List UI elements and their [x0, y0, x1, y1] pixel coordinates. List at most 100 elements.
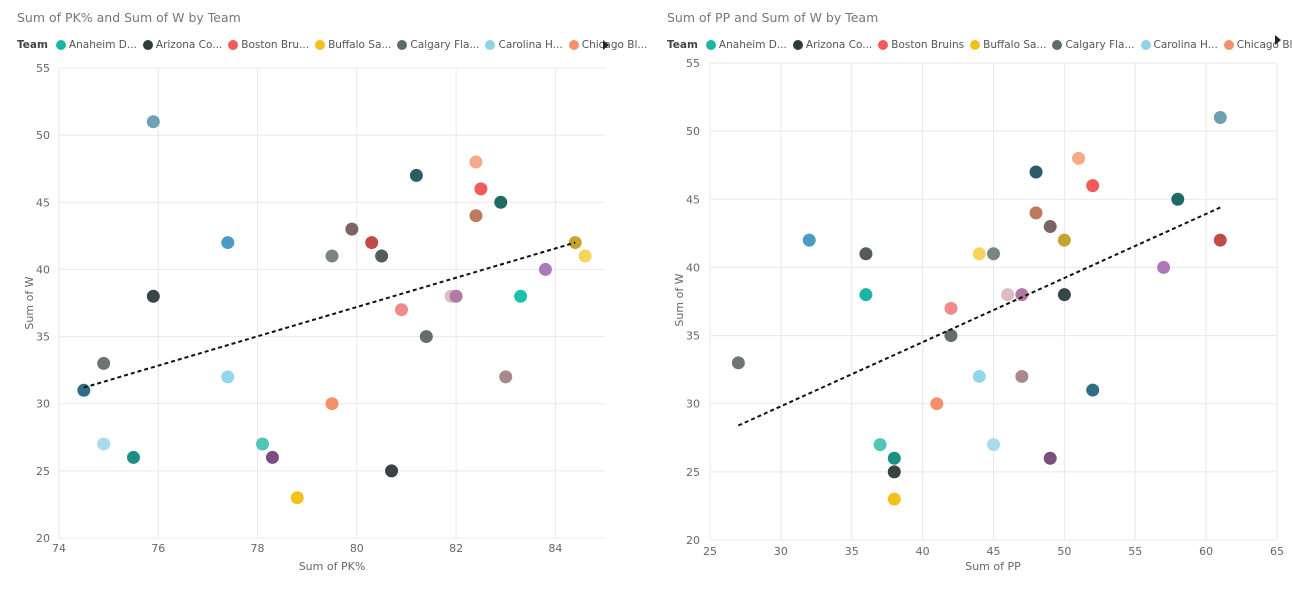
- y-tick-label: 55: [36, 62, 50, 75]
- data-point[interactable]: [1043, 220, 1057, 234]
- data-point[interactable]: [97, 356, 111, 370]
- data-point[interactable]: [1171, 192, 1185, 206]
- data-point[interactable]: [1072, 151, 1086, 165]
- data-point[interactable]: [1001, 288, 1015, 302]
- data-point[interactable]: [394, 303, 408, 317]
- data-point[interactable]: [887, 465, 901, 479]
- legend-item-label: Calgary Fla...: [410, 39, 480, 51]
- data-point[interactable]: [944, 301, 958, 315]
- legend-item-label: Anaheim D...: [718, 39, 787, 51]
- data-point[interactable]: [449, 289, 463, 303]
- data-point[interactable]: [1057, 288, 1071, 302]
- data-point[interactable]: [77, 383, 91, 397]
- data-point[interactable]: [972, 247, 986, 261]
- data-point[interactable]: [499, 370, 513, 384]
- data-point[interactable]: [987, 438, 1000, 452]
- legend-item[interactable]: Calgary Fla...: [397, 39, 479, 51]
- data-point[interactable]: [146, 115, 160, 129]
- legend-item[interactable]: Anaheim D...: [705, 39, 787, 51]
- legend-next-arrow-icon[interactable]: [603, 40, 609, 50]
- data-point[interactable]: [1213, 111, 1227, 125]
- y-tick-label: 20: [36, 532, 50, 545]
- x-tick-label: 82: [449, 542, 463, 555]
- data-point[interactable]: [873, 438, 887, 452]
- chart-title: Sum of PP and Sum of W by Team: [667, 10, 879, 25]
- y-axis-label: Sum of W: [673, 273, 686, 326]
- x-tick-label: 65: [1270, 545, 1284, 558]
- data-point[interactable]: [1029, 165, 1043, 179]
- x-tick-label: 40: [916, 545, 930, 558]
- data-point[interactable]: [514, 289, 528, 303]
- legend-item[interactable]: Carolina H...: [485, 39, 563, 51]
- data-point[interactable]: [494, 195, 508, 209]
- data-point[interactable]: [97, 437, 111, 451]
- legend-item[interactable]: Buffalo Sa...: [970, 39, 1046, 51]
- data-point[interactable]: [1043, 451, 1057, 465]
- data-point[interactable]: [290, 491, 304, 505]
- data-point[interactable]: [469, 155, 483, 169]
- data-point[interactable]: [146, 289, 160, 303]
- data-point[interactable]: [802, 233, 816, 247]
- data-point[interactable]: [859, 288, 873, 302]
- data-point[interactable]: [385, 464, 399, 478]
- data-point[interactable]: [887, 492, 901, 506]
- data-point[interactable]: [409, 168, 423, 182]
- chart-title: Sum of PK% and Sum of W by Team: [17, 10, 241, 25]
- legend-item[interactable]: Calgary Fla...: [1052, 39, 1135, 51]
- data-point[interactable]: [126, 450, 140, 464]
- legend-item[interactable]: Arizona Co...: [142, 39, 222, 51]
- chart-panel-pp: Sum of PP and Sum of W by Team Team Anah…: [650, 0, 1292, 600]
- legend-item[interactable]: Chicago Bl...: [568, 39, 647, 51]
- data-point[interactable]: [1213, 233, 1227, 247]
- legend-item[interactable]: Arizona Co...: [792, 39, 872, 51]
- legend-item[interactable]: Buffalo Sa...: [315, 39, 391, 51]
- data-point[interactable]: [469, 209, 483, 223]
- data-point[interactable]: [345, 222, 359, 236]
- x-tick-label: 76: [151, 542, 165, 555]
- legend-marker-icon: [228, 40, 239, 50]
- data-point[interactable]: [987, 247, 1000, 261]
- data-point[interactable]: [731, 356, 745, 370]
- data-point[interactable]: [375, 249, 389, 263]
- data-point[interactable]: [419, 330, 433, 344]
- x-tick-label: 25: [703, 545, 717, 558]
- data-point[interactable]: [578, 249, 592, 263]
- data-point[interactable]: [944, 329, 958, 343]
- data-point[interactable]: [256, 437, 270, 451]
- y-tick-label: 35: [686, 330, 700, 343]
- data-point[interactable]: [1029, 206, 1043, 220]
- data-point[interactable]: [325, 397, 339, 411]
- data-point[interactable]: [325, 249, 339, 263]
- data-point[interactable]: [1015, 369, 1029, 383]
- data-point[interactable]: [365, 236, 379, 250]
- data-point[interactable]: [221, 236, 235, 250]
- data-point[interactable]: [474, 182, 488, 196]
- data-point[interactable]: [1086, 383, 1100, 397]
- legend-next-arrow-icon[interactable]: [1275, 35, 1281, 45]
- data-point[interactable]: [1157, 260, 1171, 274]
- data-point[interactable]: [265, 450, 279, 464]
- legend-item-label: Buffalo Sa...: [328, 39, 392, 51]
- data-point[interactable]: [930, 397, 944, 411]
- legend-marker-icon: [485, 40, 496, 50]
- legend-item[interactable]: Carolina H...: [1140, 39, 1218, 51]
- legend-item-label: Boston Bru...: [241, 39, 310, 51]
- scatter-plot-pk[interactable]: 74 76 78 80 82 84 20 25 30 35 40 45 50 55 Sum of PK% Su…: [0, 0, 640, 600]
- data-point[interactable]: [859, 247, 873, 261]
- x-tick-label: 78: [251, 542, 265, 555]
- data-point[interactable]: [1057, 233, 1071, 247]
- data-point[interactable]: [221, 370, 235, 384]
- legend-marker-icon: [142, 40, 153, 50]
- legend-item[interactable]: Anaheim D...: [55, 39, 137, 51]
- data-point[interactable]: [1015, 288, 1029, 302]
- data-point[interactable]: [972, 369, 986, 383]
- data-point[interactable]: [887, 451, 901, 465]
- y-tick-label: 45: [36, 196, 50, 209]
- legend-item[interactable]: Boston Bruins: [878, 39, 964, 51]
- x-tick-label: 30: [774, 545, 788, 558]
- legend-item[interactable]: Boston Bru...: [228, 39, 309, 51]
- legend-item-label: Carolina H...: [1153, 39, 1218, 51]
- data-point[interactable]: [538, 262, 552, 276]
- data-point[interactable]: [1086, 179, 1100, 193]
